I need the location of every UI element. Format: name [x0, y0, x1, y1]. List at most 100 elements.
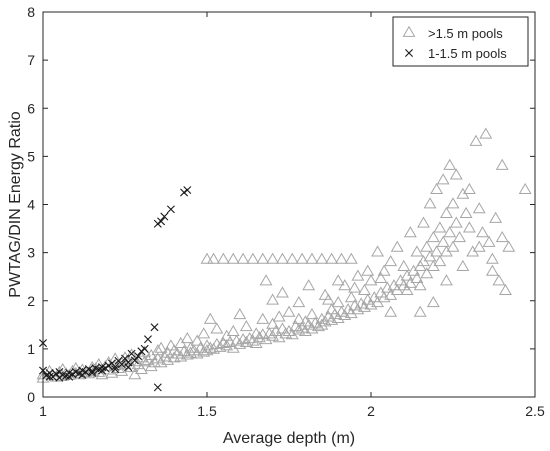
data-point — [128, 355, 142, 367]
data-point — [479, 127, 493, 139]
data-point — [453, 230, 467, 243]
data-point — [246, 252, 260, 264]
data-point — [426, 230, 440, 243]
data-point — [140, 344, 149, 353]
data-point — [134, 362, 148, 374]
data-point-stroke-b — [78, 370, 87, 379]
data-point — [184, 341, 198, 353]
data-point — [446, 240, 460, 252]
data-point — [374, 271, 388, 284]
y-tick-label: 5 — [27, 148, 35, 164]
data-point — [180, 188, 189, 197]
data-point-stroke-b — [111, 365, 120, 374]
data-point-stroke-b — [160, 212, 169, 221]
data-point — [92, 358, 106, 370]
data-point — [384, 305, 398, 317]
data-point-stroke-b — [134, 352, 143, 361]
data-point — [499, 283, 512, 296]
data-point — [256, 312, 270, 324]
legend-label: 1-1.5 m pools — [428, 46, 507, 61]
data-point — [410, 271, 424, 284]
data-point — [344, 291, 358, 303]
data-point — [256, 252, 270, 264]
data-point — [111, 365, 120, 374]
data-point-stroke-b — [101, 364, 110, 373]
x-tick-label: 2.5 — [525, 403, 545, 419]
legend-item: >1.5 m pools — [402, 25, 503, 41]
data-point-stroke-b — [127, 349, 136, 358]
x-axis: 1 1.5 2 2.5 — [39, 12, 545, 419]
data-point — [68, 370, 77, 379]
y-tick-label: 7 — [27, 52, 35, 68]
data-point-stroke-b — [111, 362, 120, 371]
data-point — [364, 274, 378, 286]
data-point — [439, 206, 453, 219]
data-point — [403, 226, 417, 238]
data-point — [292, 295, 306, 308]
data-point-stroke-b — [150, 323, 159, 332]
data-point — [233, 307, 247, 320]
y-tick-label: 2 — [27, 293, 35, 309]
data-point — [292, 312, 306, 324]
data-point-stroke-b — [117, 360, 126, 369]
data-point-stroke-b — [45, 372, 54, 381]
data-point — [292, 323, 306, 335]
data-point — [331, 274, 345, 286]
data-point — [150, 323, 159, 332]
data-point — [335, 252, 348, 264]
data-point — [272, 310, 286, 322]
data-point — [420, 267, 434, 279]
data-point — [413, 279, 427, 291]
data-point — [104, 361, 113, 370]
data-point — [472, 202, 486, 214]
data-point — [111, 362, 120, 371]
data-point — [220, 339, 234, 351]
y-tick-label: 0 — [27, 389, 35, 405]
data-point-stroke-b — [166, 205, 175, 214]
data-point — [197, 327, 211, 339]
data-point — [266, 293, 280, 305]
data-point — [420, 240, 434, 252]
data-point — [436, 235, 450, 247]
data-point — [489, 211, 503, 223]
data-point — [143, 335, 152, 344]
data-point — [148, 356, 161, 368]
legend-marker — [405, 49, 413, 57]
data-point — [397, 259, 411, 271]
data-point-stroke-b — [157, 217, 166, 226]
legend-box — [392, 16, 529, 67]
data-point-stroke-b — [153, 219, 162, 228]
data-point — [331, 311, 345, 323]
data-point — [203, 341, 217, 353]
data-point — [433, 255, 447, 267]
data-point — [357, 283, 371, 296]
data-point-stroke-b — [42, 371, 51, 380]
data-point-stroke-b — [98, 363, 107, 372]
y-axis-label: PWTAG/DIN Energy Ratio — [7, 111, 24, 298]
data-point — [443, 158, 457, 170]
data-point — [436, 173, 450, 185]
data-point — [449, 216, 463, 228]
data-point — [456, 259, 470, 271]
data-point — [151, 344, 165, 356]
data-point — [239, 320, 253, 332]
data-point — [351, 269, 365, 281]
data-point — [410, 245, 424, 257]
data-point-stroke-b — [143, 335, 152, 344]
data-point — [325, 252, 339, 264]
data-point — [485, 264, 499, 276]
data-point-stroke-b — [55, 367, 64, 376]
data-point-stroke-b — [104, 361, 113, 370]
data-point — [282, 305, 296, 317]
data-point — [275, 286, 289, 298]
data-point — [75, 363, 89, 375]
data-point-stroke-b — [140, 344, 149, 353]
data-point — [495, 158, 509, 170]
legend-marker — [402, 25, 416, 37]
data-point — [285, 252, 299, 264]
data-point — [495, 230, 509, 243]
data-point — [134, 352, 143, 361]
data-point — [459, 206, 473, 219]
data-point — [318, 288, 332, 300]
